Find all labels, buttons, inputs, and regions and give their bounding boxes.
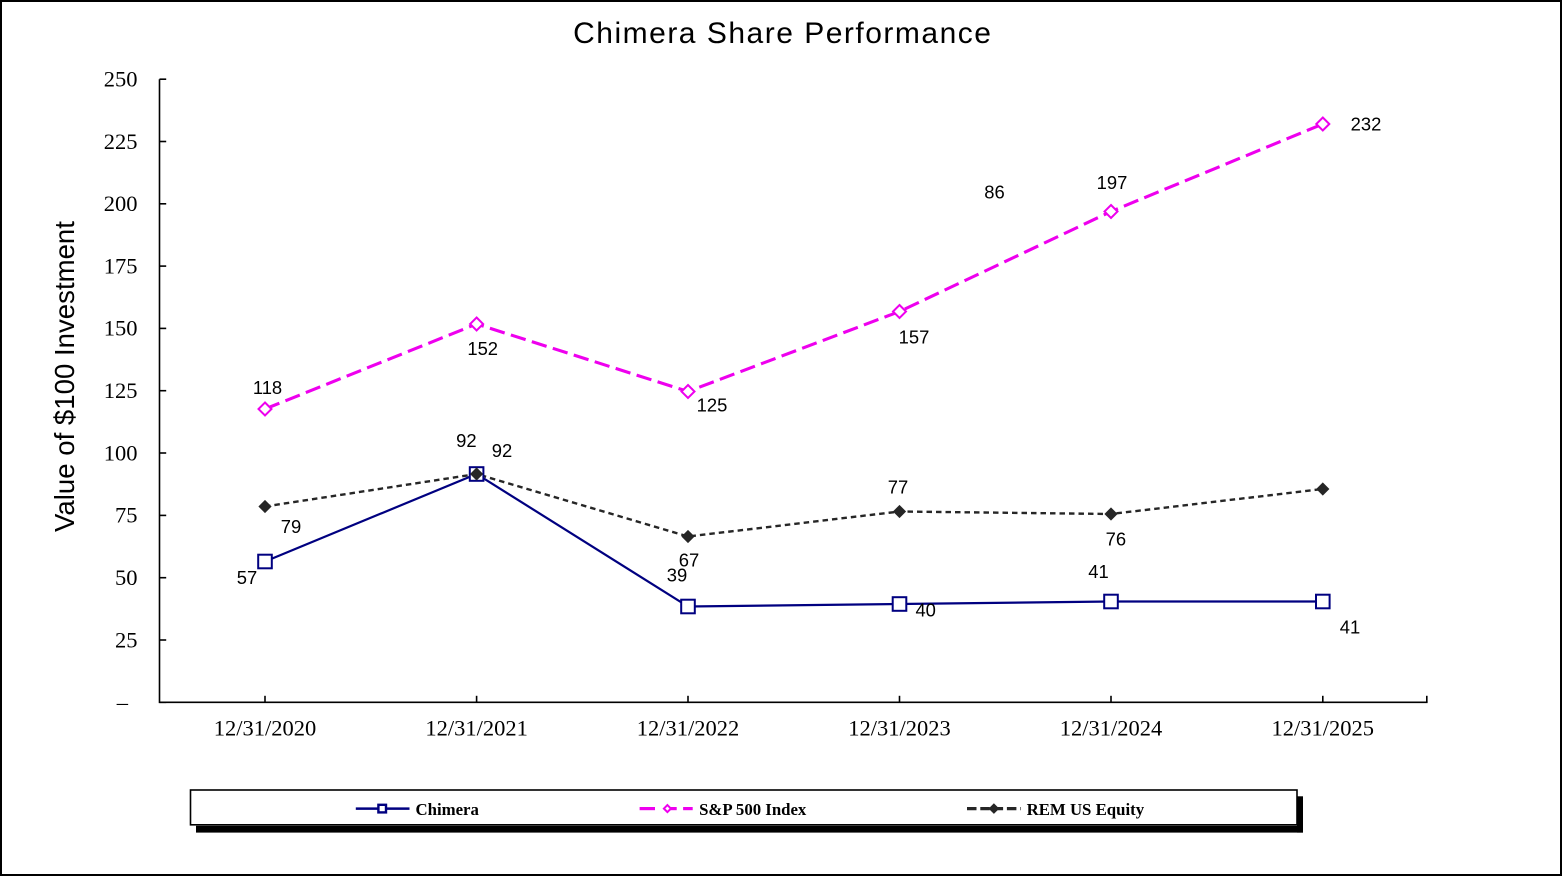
svg-text:40: 40 [915,600,935,621]
svg-text:125: 125 [697,395,728,416]
svg-text:175: 175 [104,253,138,278]
svg-text:75: 75 [115,503,138,528]
svg-text:12/31/2022: 12/31/2022 [637,716,740,741]
svg-text:86: 86 [984,182,1004,203]
svg-text:118: 118 [253,377,282,398]
svg-text:Chimera Share Performance: Chimera Share Performance [573,17,992,50]
svg-text:76: 76 [1106,528,1126,549]
svg-text:12/31/2025: 12/31/2025 [1272,716,1375,741]
svg-text:Chimera: Chimera [416,800,480,819]
svg-text:S&P 500 Index: S&P 500 Index [699,800,807,819]
svg-text:197: 197 [1097,172,1128,193]
svg-text:–: – [116,690,129,715]
svg-text:200: 200 [104,191,138,216]
svg-text:232: 232 [1351,114,1382,135]
svg-text:12/31/2020: 12/31/2020 [214,716,317,741]
svg-text:157: 157 [899,327,930,348]
svg-text:12/31/2021: 12/31/2021 [425,716,528,741]
svg-text:225: 225 [104,129,138,154]
svg-text:152: 152 [467,338,498,359]
svg-text:125: 125 [104,378,138,403]
svg-text:150: 150 [104,316,138,341]
svg-text:41: 41 [1340,617,1360,638]
svg-text:92: 92 [492,440,512,461]
svg-text:41: 41 [1088,561,1108,582]
svg-text:57: 57 [237,567,257,588]
svg-text:Value of $100 Investment: Value of $100 Investment [49,221,80,532]
svg-text:67: 67 [679,550,699,571]
svg-text:12/31/2024: 12/31/2024 [1060,716,1163,741]
svg-text:92: 92 [456,430,476,451]
svg-text:25: 25 [115,627,138,652]
svg-text:250: 250 [104,67,138,92]
svg-text:REM US Equity: REM US Equity [1027,800,1145,819]
svg-text:100: 100 [104,440,138,465]
svg-text:12/31/2023: 12/31/2023 [848,716,951,741]
svg-text:39: 39 [667,565,687,586]
svg-text:50: 50 [115,565,138,590]
svg-text:77: 77 [888,476,908,497]
svg-text:79: 79 [281,516,301,537]
